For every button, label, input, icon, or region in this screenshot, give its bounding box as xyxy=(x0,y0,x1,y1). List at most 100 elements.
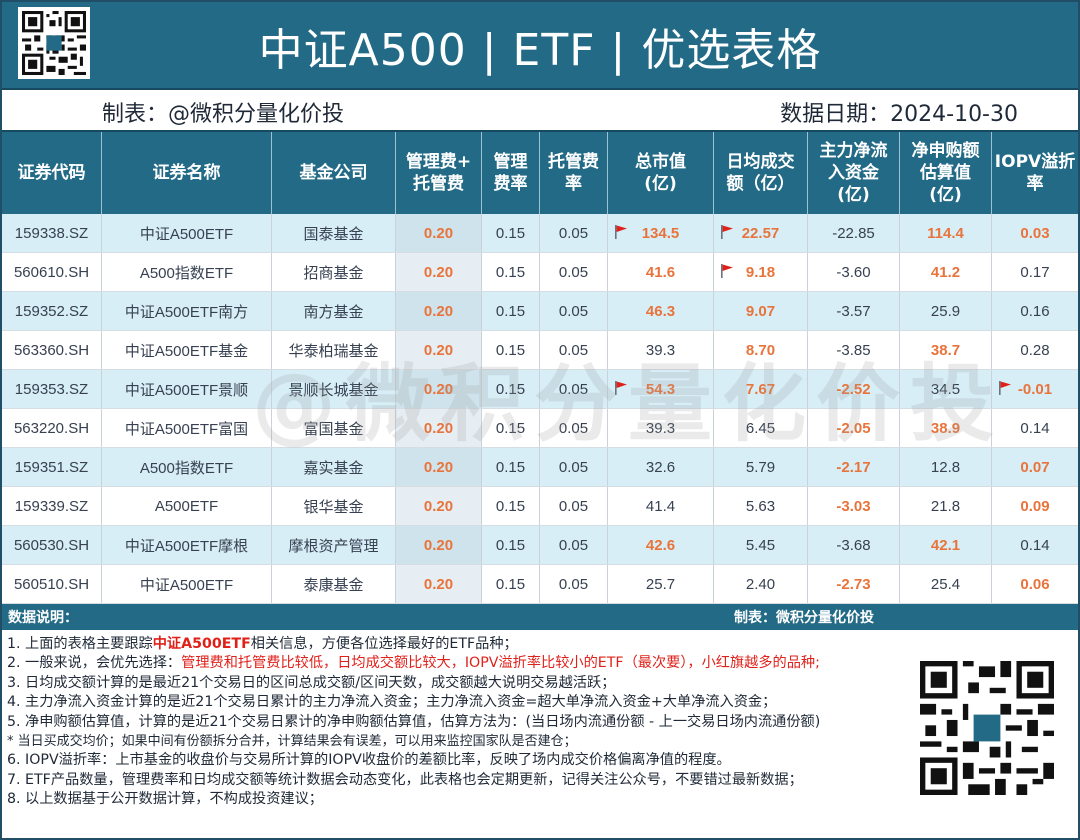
header-net-subscription: 净申购额 估算值 (亿) xyxy=(900,132,992,214)
cell-value: 25.7 xyxy=(645,575,676,593)
cell-value: 560510.SH xyxy=(13,575,90,593)
cell-iopv: 0.14 xyxy=(992,409,1078,447)
cell-value: 0.09 xyxy=(1020,497,1050,515)
cell-value: -2.73 xyxy=(836,575,871,593)
cell-value: 中证A500ETF摩根 xyxy=(124,537,249,555)
cell-company: 银华基金 xyxy=(272,487,396,525)
cell-value: 34.5 xyxy=(930,380,961,398)
cell-value: 摩根资产管理 xyxy=(288,537,379,555)
cell-value: 0.05 xyxy=(558,575,589,593)
cell-value: 0.20 xyxy=(423,380,454,398)
cell-fee-total: 0.20 xyxy=(396,370,482,408)
cell-net-subscription: 34.5 xyxy=(900,370,992,408)
qr-code-icon xyxy=(917,658,1057,798)
cell-daily-turnover: 9.18 xyxy=(714,253,808,291)
cell-mgmt-fee: 0.15 xyxy=(482,526,540,564)
cell-value: 0.15 xyxy=(495,224,526,242)
header-market-cap: 总市值 (亿) xyxy=(608,132,714,214)
cell-value: -3.57 xyxy=(836,302,871,320)
cell-name: 中证A500ETF xyxy=(102,565,272,603)
cell-market-cap: 134.5 xyxy=(608,214,714,252)
cell-name: A500指数ETF xyxy=(102,448,272,486)
cell-code: 560530.SH xyxy=(2,526,102,564)
cell-market-cap: 41.6 xyxy=(608,253,714,291)
cell-fee-total: 0.20 xyxy=(396,565,482,603)
cell-custody-fee: 0.05 xyxy=(540,409,608,447)
notes-header: 数据说明： 制表：微积分量化价投 xyxy=(2,604,1078,630)
cell-value: 39.3 xyxy=(645,419,676,437)
cell-custody-fee: 0.05 xyxy=(540,331,608,369)
header-name: 证券名称 xyxy=(102,132,272,214)
cell-value: 6.45 xyxy=(745,419,776,437)
table-row: 563220.SH 中证A500ETF富国 富国基金 0.20 0.15 0.05 39.3… xyxy=(2,409,1078,448)
cell-value: 0.15 xyxy=(495,263,526,281)
cell-net-inflow: -2.52 xyxy=(808,370,900,408)
cell-net-subscription: 38.9 xyxy=(900,409,992,447)
cell-value: 中证A500ETF基金 xyxy=(124,342,249,360)
cell-value: 38.9 xyxy=(930,419,961,437)
cell-value: 560610.SH xyxy=(13,263,90,281)
note-1-highlight: 中证A500ETF xyxy=(152,636,251,652)
cell-value: 0.20 xyxy=(423,536,454,554)
cell-value: 22.57 xyxy=(741,224,780,242)
cell-mgmt-fee: 0.15 xyxy=(482,448,540,486)
note-6: 6. IOPV溢折率：上市基金的收盘价与交易所计算的IOPV收盘价的差额比率，反… xyxy=(7,752,731,769)
cell-value: 0.15 xyxy=(495,497,526,515)
cell-code: 563360.SH xyxy=(2,331,102,369)
cell-value: 25.4 xyxy=(930,575,961,593)
cell-value: 0.20 xyxy=(423,224,454,242)
header-net-inflow: 主力净流 入资金 (亿) xyxy=(808,132,900,214)
cell-code: 159352.SZ xyxy=(2,292,102,330)
notes-credit: 制表：微积分量化价投 xyxy=(734,610,874,626)
cell-value: 0.28 xyxy=(1020,341,1050,359)
table-row: 563360.SH 中证A500ETF基金 华泰柏瑞基金 0.20 0.15 0.05 39… xyxy=(2,331,1078,370)
cell-value: 25.9 xyxy=(930,302,961,320)
cell-market-cap: 39.3 xyxy=(608,409,714,447)
cell-daily-turnover: 8.70 xyxy=(714,331,808,369)
cell-daily-turnover: 5.79 xyxy=(714,448,808,486)
cell-fee-total: 0.20 xyxy=(396,214,482,252)
red-flag-icon xyxy=(721,225,733,239)
cell-value: 0.20 xyxy=(423,458,454,476)
cell-code: 563220.SH xyxy=(2,409,102,447)
cell-value: 中证A500ETF富国 xyxy=(124,420,249,438)
cell-value: 0.06 xyxy=(1020,575,1050,593)
note-4: 4. 主力净流入资金计算的是近21个交易日累计的主力净流入资金；主力净流入资金=… xyxy=(7,694,777,711)
cell-value: 41.4 xyxy=(645,497,676,515)
cell-mgmt-fee: 0.15 xyxy=(482,331,540,369)
cell-code: 159353.SZ xyxy=(2,370,102,408)
cell-value: 华泰柏瑞基金 xyxy=(288,342,379,360)
cell-value: 21.8 xyxy=(930,497,961,515)
cell-value: 中证A500ETF南方 xyxy=(124,303,249,321)
table-row: 159353.SZ 中证A500ETF景顺 景顺长城基金 0.20 0.15 0.05 54… xyxy=(2,370,1078,409)
cell-net-inflow: -3.57 xyxy=(808,292,900,330)
cell-code: 159338.SZ xyxy=(2,214,102,252)
cell-iopv: 0.17 xyxy=(992,253,1078,291)
cell-fee-total: 0.20 xyxy=(396,448,482,486)
subheader: 制表：@微积分量化价投 数据日期：2024-10-30 xyxy=(2,90,1078,132)
cell-value: 0.20 xyxy=(423,341,454,359)
cell-value: 8.70 xyxy=(745,341,776,359)
cell-iopv: 0.06 xyxy=(992,565,1078,603)
cell-iopv: -0.01 xyxy=(992,370,1078,408)
cell-custody-fee: 0.05 xyxy=(540,565,608,603)
cell-value: -2.17 xyxy=(836,458,871,476)
cell-company: 华泰柏瑞基金 xyxy=(272,331,396,369)
cell-value: 0.05 xyxy=(558,302,589,320)
red-flag-icon xyxy=(615,381,627,395)
cell-value: A500指数ETF xyxy=(139,264,234,282)
data-date: 数据日期：2024-10-30 xyxy=(780,102,1018,127)
cell-value: 中证A500ETF景顺 xyxy=(124,381,249,399)
cell-value: 563360.SH xyxy=(13,341,90,359)
cell-market-cap: 42.6 xyxy=(608,526,714,564)
cell-mgmt-fee: 0.15 xyxy=(482,370,540,408)
header-iopv: IOPV溢折 率 xyxy=(994,152,1076,194)
cell-iopv: 0.03 xyxy=(992,214,1078,252)
cell-company: 招商基金 xyxy=(272,253,396,291)
notes-title: 数据说明： xyxy=(8,610,78,626)
note-3: 3. 日均成交额计算的是最近21个交易日的区间总成交额/区间天数，成交额越大说明… xyxy=(7,674,616,691)
cell-name: 中证A500ETF南方 xyxy=(102,292,272,330)
cell-mgmt-fee: 0.15 xyxy=(482,214,540,252)
red-flag-icon xyxy=(999,381,1011,395)
